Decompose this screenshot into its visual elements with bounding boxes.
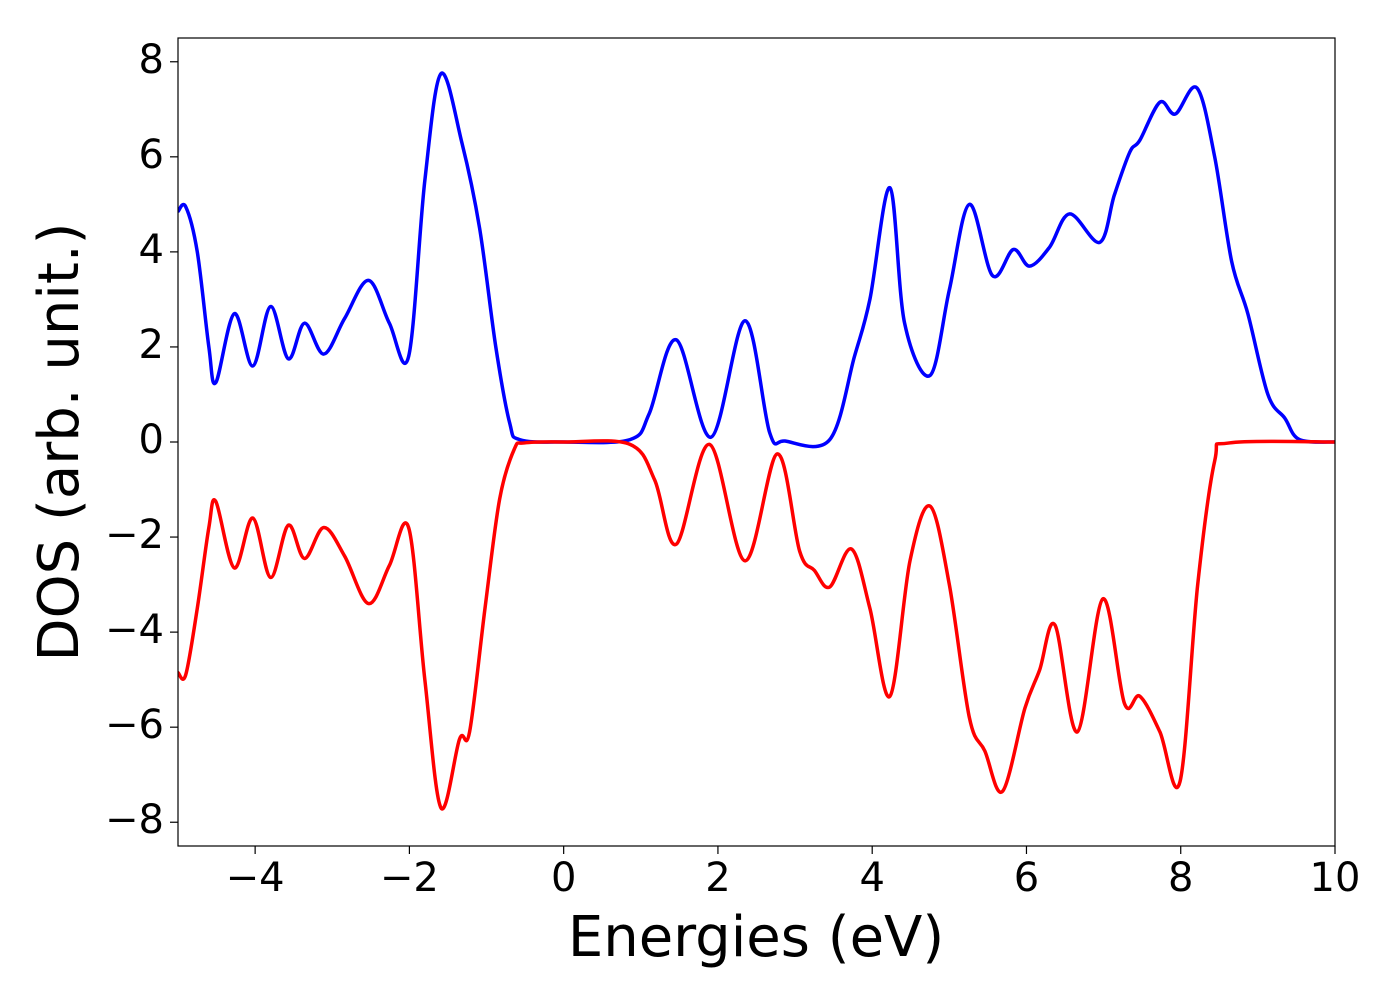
y-axis-label: DOS (arb. unit.) — [27, 222, 92, 661]
x-tick-label: 4 — [859, 855, 884, 901]
dos-line — [178, 439, 1335, 811]
y-tick-label: −2 — [105, 512, 164, 558]
x-tick-label: 10 — [1310, 855, 1361, 901]
y-tick-label: −6 — [105, 702, 164, 748]
y-tick-label: −8 — [105, 797, 164, 843]
x-axis-label: Energies (eV) — [568, 905, 944, 970]
x-tick-label: 2 — [705, 855, 730, 901]
y-tick-label: 0 — [139, 417, 164, 463]
dos-line — [178, 71, 1335, 449]
y-tick-label: 2 — [139, 322, 164, 368]
y-tick-label: 6 — [139, 132, 164, 178]
plot-frame — [177, 37, 1336, 847]
y-tick-label: 8 — [139, 37, 164, 83]
x-tick-label: 6 — [1014, 855, 1039, 901]
x-tick-label: 0 — [551, 855, 576, 901]
x-tick-label: 8 — [1168, 855, 1193, 901]
y-tick-label: 4 — [139, 227, 164, 273]
x-tick-label: −4 — [226, 855, 285, 901]
y-tick-label: −4 — [105, 607, 164, 653]
x-tick-label: −2 — [380, 855, 439, 901]
